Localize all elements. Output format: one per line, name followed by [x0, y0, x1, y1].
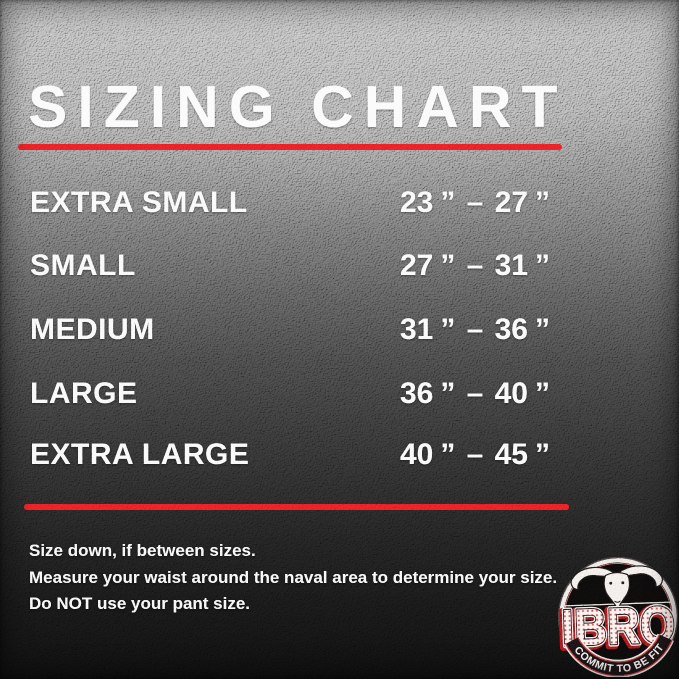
inch-mark: ” — [440, 249, 456, 282]
inch-mark: ” — [535, 313, 550, 346]
note-line-1: Size down, if between sizes. — [29, 541, 256, 560]
range-dash: – — [466, 313, 484, 346]
size-label: LARGE — [30, 377, 138, 410]
max-value: 31 — [494, 249, 528, 282]
inch-mark: ” — [440, 438, 456, 471]
divider-bottom — [24, 504, 569, 510]
inch-mark: ” — [440, 377, 456, 410]
inch-mark: ” — [440, 313, 456, 346]
inch-mark: ” — [535, 438, 550, 471]
min-value: 23 — [400, 186, 434, 219]
size-range: 40” – 45” — [400, 438, 550, 472]
inch-mark: ” — [535, 377, 550, 410]
max-value: 36 — [494, 313, 528, 346]
note-line-2: Measure your waist around the naval area… — [29, 567, 558, 587]
ibro-logo: IBRO IBRO IBRO COMMIT TO BE FIT — [558, 557, 678, 677]
size-range: 23” – 27” — [400, 186, 550, 220]
size-label: EXTRA SMALL — [30, 186, 248, 219]
size-row-extra-small: EXTRA SMALL 23” – 27” — [30, 186, 659, 220]
max-value: 45 — [494, 438, 528, 471]
range-dash: – — [466, 186, 484, 219]
range-dash: – — [466, 249, 484, 282]
size-row-large: LARGE 36” – 40” — [30, 377, 659, 411]
min-value: 27 — [400, 249, 434, 282]
min-value: 40 — [400, 438, 434, 471]
size-range: 31” – 36” — [400, 313, 550, 347]
size-label: SMALL — [30, 249, 136, 282]
min-value: 31 — [400, 313, 434, 346]
size-label: MEDIUM — [30, 313, 155, 346]
inch-mark: ” — [535, 186, 550, 219]
min-value: 36 — [400, 377, 434, 410]
size-range: 27” – 31” — [400, 249, 550, 283]
note-line-3: Do NOT use your pant size. — [29, 594, 251, 613]
max-value: 40 — [494, 377, 528, 410]
size-row-medium: MEDIUM 31” – 36” — [30, 313, 659, 347]
size-row-extra-large: EXTRA LARGE 40” – 45” — [30, 438, 659, 472]
size-label: EXTRA LARGE — [30, 438, 250, 471]
range-dash: – — [466, 377, 484, 410]
size-range: 36” – 40” — [400, 377, 550, 411]
inch-mark: ” — [440, 186, 456, 219]
fit-notes: Size down, if between sizes. Measure you… — [29, 538, 557, 618]
max-value: 27 — [494, 186, 528, 219]
inch-mark: ” — [535, 249, 550, 282]
size-row-small: SMALL 27” – 31” — [30, 249, 659, 283]
range-dash: – — [466, 438, 484, 471]
